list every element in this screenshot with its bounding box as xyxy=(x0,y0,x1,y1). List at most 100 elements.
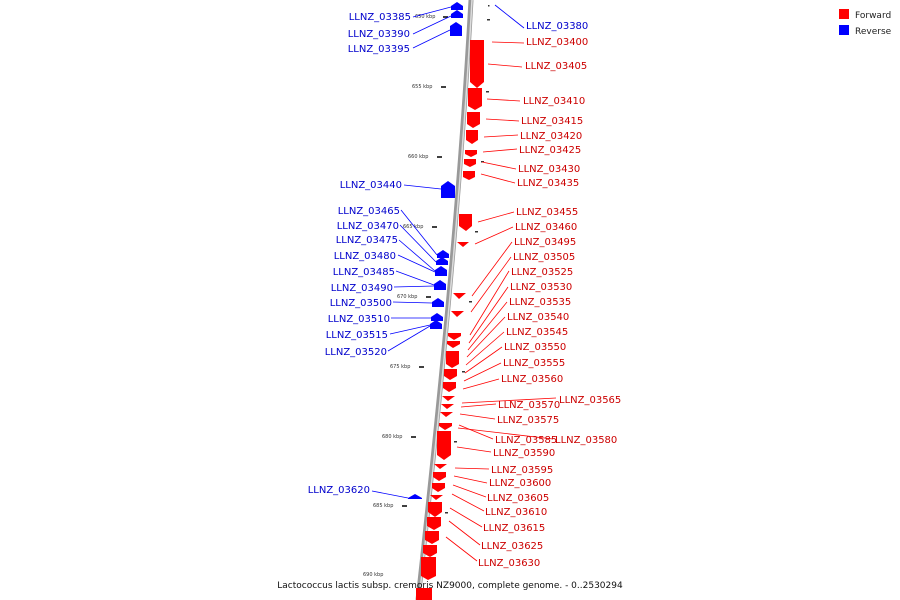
gene-label-reverse: LLNZ_03620 xyxy=(308,485,370,496)
minor-tick xyxy=(486,91,489,93)
leader-line xyxy=(465,331,505,366)
leader-line xyxy=(403,184,442,190)
leader-line xyxy=(393,285,435,288)
gene-label-forward: LLNZ_03540 xyxy=(507,312,569,323)
forward-gene-arrow xyxy=(441,404,454,409)
leader-line xyxy=(412,29,451,49)
leader-line xyxy=(487,63,523,68)
gene-label-forward: LLNZ_03555 xyxy=(503,358,565,369)
gene-label-forward: LLNZ_03600 xyxy=(489,478,551,489)
genome-backbone-highlight xyxy=(418,0,473,600)
gene-label-reverse: LLNZ_03515 xyxy=(326,330,388,341)
gene-label-forward: LLNZ_03630 xyxy=(478,558,540,569)
forward-gene-arrow xyxy=(444,369,457,380)
forward-gene-arrow xyxy=(467,112,480,128)
gene-label-forward: LLNZ_03495 xyxy=(514,237,576,248)
forward-gene-arrow xyxy=(457,242,469,247)
gene-label-forward: LLNZ_03410 xyxy=(523,96,585,107)
leader-line xyxy=(464,346,503,374)
forward-gene-arrow xyxy=(446,351,459,368)
gene-label-reverse: LLNZ_03500 xyxy=(330,298,392,309)
tick-label-680: 680 kbp xyxy=(382,434,402,440)
reverse-gene-arrow xyxy=(450,22,462,36)
leader-line xyxy=(460,403,497,408)
forward-gene-arrow xyxy=(453,293,466,299)
forward-gene-arrow xyxy=(463,171,475,180)
minor-tick xyxy=(469,301,472,303)
leader-line xyxy=(452,484,487,498)
minor-tick xyxy=(475,231,478,233)
gene-label-forward: LLNZ_03460 xyxy=(515,222,577,233)
leader-line xyxy=(491,41,525,44)
forward-gene-arrow xyxy=(430,495,443,500)
leader-line xyxy=(483,134,519,138)
gene-label-forward: LLNZ_03400 xyxy=(526,37,588,48)
leader-line xyxy=(449,507,483,528)
reverse-gene-arrow xyxy=(432,298,444,307)
gene-label-forward: LLNZ_03615 xyxy=(483,523,545,534)
gene-label-forward: LLNZ_03560 xyxy=(501,374,563,385)
leader-line xyxy=(456,446,492,453)
leader-line xyxy=(399,224,437,263)
leader-line xyxy=(392,301,433,304)
leader-line xyxy=(397,254,436,273)
gene-label-forward: LLNZ_03415 xyxy=(521,116,583,127)
forward-gene-arrow xyxy=(434,464,447,469)
forward-gene-arrow xyxy=(440,412,453,417)
gene-label-reverse: LLNZ_03395 xyxy=(348,44,410,55)
reverse-gene-arrow xyxy=(441,181,455,198)
leader-line xyxy=(458,424,494,440)
forward-features xyxy=(416,40,484,600)
forward-gene-arrow xyxy=(425,531,439,544)
forward-leaders xyxy=(445,4,557,562)
gene-label-reverse: LLNZ_03440 xyxy=(340,180,402,191)
forward-gene-arrow xyxy=(439,423,452,430)
forward-gene-arrow xyxy=(437,431,451,460)
forward-gene-arrow xyxy=(470,40,484,88)
leader-line xyxy=(453,475,488,484)
reverse-labels: LLNZ_03385 LLNZ_03390 LLNZ_03395 LLNZ_03… xyxy=(308,12,411,496)
tick-label-675: 675 kbp xyxy=(390,364,410,370)
leader-line xyxy=(494,4,525,29)
leader-line xyxy=(371,490,409,499)
gene-label-forward: LLNZ_03530 xyxy=(510,282,572,293)
reverse-gene-arrow xyxy=(408,494,422,499)
reverse-gene-arrow xyxy=(436,257,448,265)
forward-gene-arrow xyxy=(451,311,464,317)
gene-label-forward: LLNZ_03565 xyxy=(559,395,621,406)
tick-label-650: 650 kbp xyxy=(415,14,435,20)
tick-label-685: 685 kbp xyxy=(373,503,393,509)
gene-label-forward: LLNZ_03505 xyxy=(513,252,575,263)
leader-line xyxy=(462,378,500,390)
tick-label-690: 690 kbp xyxy=(363,572,383,578)
reverse-gene-arrow xyxy=(437,250,449,258)
legend-label-forward: Forward xyxy=(855,11,891,21)
forward-gene-arrow xyxy=(468,88,482,110)
gene-label-forward: LLNZ_03585 xyxy=(495,435,557,446)
leader-line xyxy=(471,241,513,297)
leader-line xyxy=(474,226,514,245)
leader-line xyxy=(445,536,478,562)
gene-label-forward: LLNZ_03430 xyxy=(518,164,580,175)
forward-gene-arrow xyxy=(465,150,477,157)
gene-label-reverse: LLNZ_03385 xyxy=(349,12,411,23)
forward-labels: LLNZ_03380 LLNZ_03400 LLNZ_03405 LLNZ_03… xyxy=(478,21,621,569)
gene-label-forward: LLNZ_03380 xyxy=(526,21,588,32)
gene-label-forward: LLNZ_03590 xyxy=(493,448,555,459)
gene-label-forward: LLNZ_03535 xyxy=(509,297,571,308)
leader-line xyxy=(387,325,431,352)
forward-gene-arrow xyxy=(459,214,472,231)
gene-label-forward: LLNZ_03405 xyxy=(525,61,587,72)
leader-line xyxy=(451,493,485,512)
gene-label-forward: LLNZ_03545 xyxy=(506,327,568,338)
leader-line xyxy=(398,239,436,272)
reverse-gene-arrow xyxy=(430,320,442,329)
forward-gene-arrow xyxy=(442,396,455,401)
leader-line xyxy=(459,413,496,420)
reverse-gene-arrow xyxy=(451,2,463,10)
reverse-features xyxy=(408,2,463,499)
leader-line xyxy=(461,397,557,404)
gene-label-forward: LLNZ_03420 xyxy=(520,131,582,142)
legend-swatch-reverse xyxy=(839,25,849,35)
